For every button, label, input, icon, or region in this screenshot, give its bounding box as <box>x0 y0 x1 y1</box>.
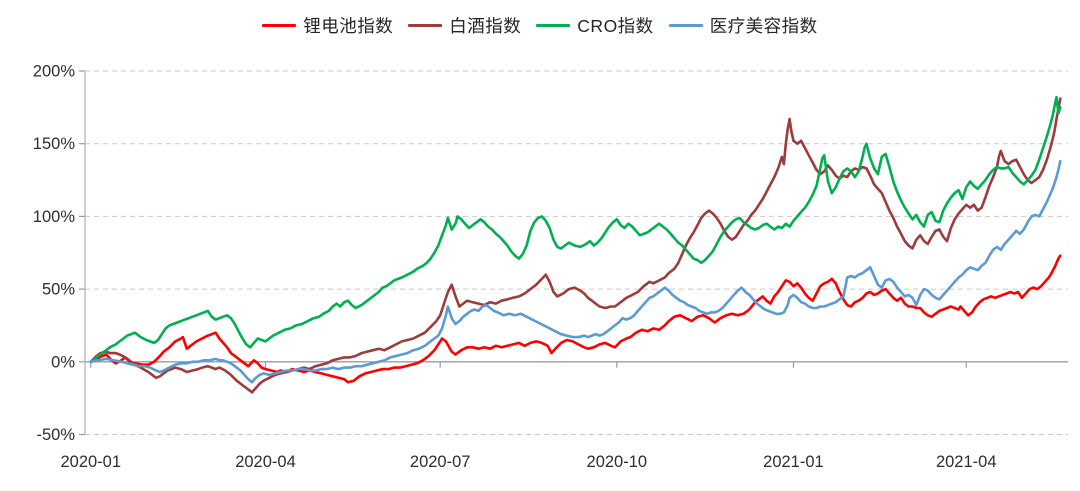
y-axis-label: 0% <box>51 353 75 371</box>
series-line-baijiu <box>89 97 1062 394</box>
series-line-lithium-battery <box>89 254 1062 384</box>
y-axis-label: 200% <box>33 63 76 81</box>
x-axis-label: 2020-01 <box>60 453 121 471</box>
y-axis-label: 50% <box>42 281 75 299</box>
y-axis-label: 100% <box>33 208 76 226</box>
y-axis-label: 150% <box>33 135 76 153</box>
x-axis-label: 2020-10 <box>587 453 648 471</box>
series-line-cro <box>89 95 1062 364</box>
x-axis-label: 2020-07 <box>410 453 471 471</box>
x-axis-label: 2021-01 <box>763 453 824 471</box>
x-axis-label: 2020-04 <box>235 453 296 471</box>
series-line-medical-beauty <box>89 159 1062 384</box>
y-axis-label: -50% <box>36 426 75 444</box>
x-axis-label: 2021-04 <box>936 453 997 471</box>
